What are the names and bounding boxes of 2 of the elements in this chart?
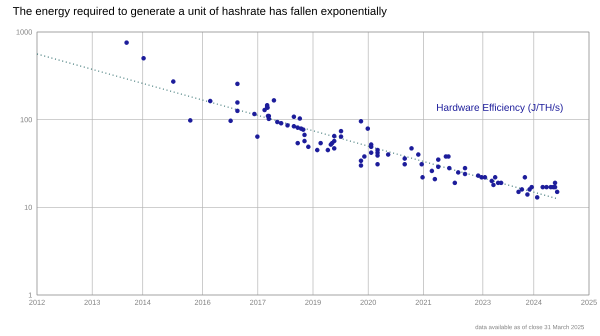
text: Hardware Efficiency (J/TH/s) — [437, 104, 563, 113]
chart-title: The energy required to generate a unit of hashrate has fallen exponentially — [12, 6, 387, 18]
